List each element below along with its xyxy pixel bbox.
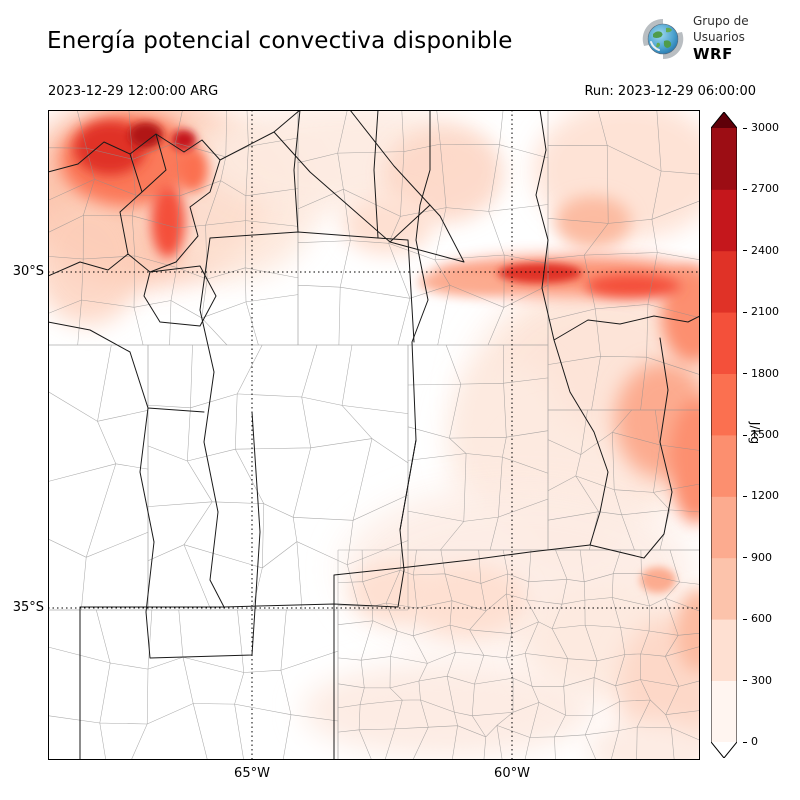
weather-map: [48, 110, 700, 760]
department-boundary: [48, 344, 149, 611]
province-boundary: [389, 110, 431, 531]
colorbar-bands: [711, 128, 737, 743]
cape-shade-blob: [74, 121, 146, 175]
cape-shade-blob: [588, 720, 700, 760]
map-border: [48, 110, 700, 760]
colorbar-band: [711, 435, 737, 497]
colorbar-tick-label: 3000: [743, 120, 779, 136]
colorbar-band: [711, 496, 737, 559]
province-boundary: [535, 110, 700, 559]
wrf-logo: Grupo de Usuarios WRF: [640, 14, 749, 65]
colorbar-band: [711, 250, 737, 313]
cape-shade-blob: [48, 195, 143, 325]
colorbar-tick-label: 900: [743, 550, 772, 566]
colorbar-under-arrow: [711, 742, 737, 758]
province-boundary: [79, 544, 591, 760]
colorbar-band: [711, 128, 737, 190]
province-boundary: [48, 321, 261, 659]
department-boundary: [337, 549, 700, 760]
colorbar-band: [711, 373, 737, 436]
cape-shade-blob: [129, 122, 163, 148]
department-boundary: [48, 609, 339, 760]
colorbar: 0 300 600 900 1200 1500 1800 2100 2400 2700 3000: [710, 111, 800, 759]
page-title: Energía potencial convectiva disponible: [47, 28, 513, 54]
cape-shade-blob: [670, 400, 700, 524]
colorbar-tick-label: 1500: [743, 427, 779, 443]
colorbar-band: [711, 189, 737, 252]
cape-shade-blob: [498, 263, 582, 283]
gridlines-layer: [48, 110, 700, 760]
department-boundaries-layer: [48, 110, 700, 760]
colorbar-tick-label: 2100: [743, 304, 779, 320]
colorbar-band: [711, 312, 737, 374]
province-boundaries-layer: [48, 110, 700, 760]
colorbar-band: [711, 619, 737, 681]
valid-time-label: 2023-12-29 12:00:00 ARG: [48, 84, 219, 99]
colorbar-tick-label: 0: [743, 734, 758, 750]
cape-shade-blob: [178, 148, 208, 192]
cape-shade-blob: [640, 567, 676, 593]
cape-shade-blob: [410, 564, 526, 636]
logo-line-3: WRF: [693, 45, 733, 64]
run-time-label: Run: 2023-12-29 06:00:00: [584, 84, 756, 99]
lon-tick-label-60w: 60°W: [494, 766, 530, 781]
colorbar-tick-label: 2700: [743, 181, 779, 197]
colorbar-tick-label: 1800: [743, 366, 779, 382]
cape-field-layer: [48, 110, 700, 760]
province-boundary: [219, 110, 465, 263]
cape-shade-blob: [351, 562, 435, 622]
colorbar-band: [711, 680, 737, 743]
colorbar-tick-label: 600: [743, 611, 772, 627]
wrf-logo-text: Grupo de Usuarios WRF: [693, 14, 749, 65]
province-boundary: [199, 231, 417, 608]
colorbar-scale: [710, 111, 738, 759]
wrf-logo-globe-icon: [642, 19, 684, 60]
colorbar-units-label: J/kg: [748, 421, 762, 445]
colorbar-tick-label: 2400: [743, 243, 779, 259]
logo-line-2: Usuarios: [693, 29, 745, 44]
colorbar-band: [711, 557, 737, 620]
logo-line-1: Grupo de: [693, 14, 749, 28]
map-svg: [48, 110, 700, 760]
colorbar-tick-label: 1200: [743, 488, 779, 504]
cape-shade-blob: [418, 270, 518, 294]
lat-tick-label-35s: 35°S: [12, 600, 44, 615]
colorbar-tick-label: 300: [743, 673, 772, 689]
province-boundary: [143, 265, 217, 327]
province-boundary: [48, 133, 221, 277]
lat-tick-label-30s: 30°S: [12, 264, 44, 279]
cape-shade-blob: [343, 195, 433, 255]
lon-tick-label-65w: 65°W: [234, 766, 270, 781]
cape-shade-blob: [172, 130, 196, 150]
cape-shade-blob: [585, 274, 681, 298]
cape-shade-blob: [151, 186, 185, 258]
colorbar-over-arrow: [711, 112, 737, 128]
colorbar-ticks: 0 300 600 900 1200 1500 1800 2100 2400 2700 3000: [743, 112, 798, 758]
